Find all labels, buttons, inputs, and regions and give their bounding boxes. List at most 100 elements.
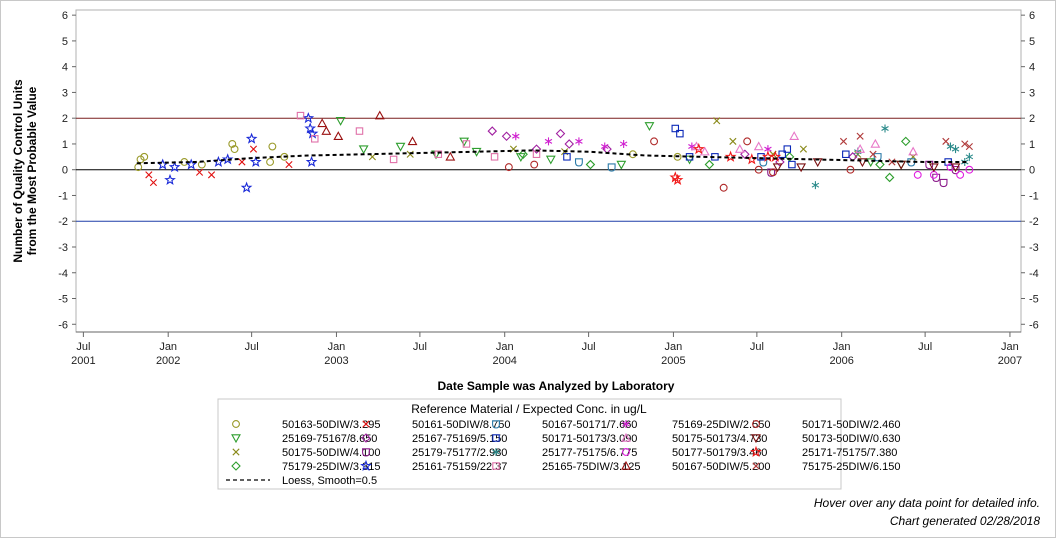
data-point[interactable]: 50161-50DIW/8.750: 2002-04-05, -0.2 xyxy=(207,171,216,179)
data-point[interactable]: 50177-50179/3.460: 2006-06-15, -0.2 xyxy=(913,170,922,179)
data-point[interactable]: 50171-50173/3.090: 2004-05-15, 0.5 xyxy=(563,153,571,161)
data-point[interactable]: 50161-50DIW/8.750: 2001-11-20, -0.2 xyxy=(145,171,153,179)
data-point[interactable]: 25167-75169/5.150: 2004-05-20, 1 xyxy=(564,139,575,149)
data-point[interactable]: 25161-75159/22.37: 2002-07-01, 1.2 xyxy=(245,132,258,144)
data-point[interactable]: 50167-50DIW/5.200: 2002-12-10, 1.5 xyxy=(321,125,332,135)
data-point[interactable]: 50175-50173/4.730: 2005-03-10, 0.7 xyxy=(699,146,710,156)
data-point[interactable]: 50167-50DIW/5.200: 2003-06-15, 1.1 xyxy=(407,136,418,146)
legend-marker[interactable] xyxy=(492,448,500,456)
data-point[interactable]: 25171-75175/7.380: 2005-01-05, -0.3 xyxy=(669,171,682,183)
data-point[interactable]: 50171-50173/3.090: 2006-01-10, 0.6 xyxy=(842,150,850,159)
data-point[interactable]: 50171-50DIW/2.460: 2005-04-20, -0.7 xyxy=(719,183,728,192)
data-point[interactable]: 25165-75DIW/3.125: 2002-11-15, 1.2 xyxy=(311,135,319,143)
data-point[interactable]: 50171-50DIW/2.460: 2005-08-05, -0.1 xyxy=(769,168,777,177)
data-point[interactable]: 50175-50DIW/4.100: 2005-05-10, 1.1 xyxy=(729,137,737,145)
data-point[interactable]: 50167-50DIW/5.200: 2003-09-05, 0.5 xyxy=(445,151,456,161)
data-point[interactable]: 50171-50173/3.090: 2005-09-05, 0.8 xyxy=(783,145,792,153)
data-point[interactable]: 25165-75DIW/3.125: 2003-08-10, 0.6 xyxy=(434,150,443,159)
data-point[interactable]: 50177-50179/3.460: 2006-07-20, -0.2 xyxy=(929,170,938,179)
data-points[interactable]: 50163-50DIW/3.295: 2001-10-28, 0.150163-… xyxy=(134,110,974,193)
data-point[interactable]: 25161-75159/22.37: 2002-11-08, 0.3 xyxy=(305,155,318,167)
legend-marker[interactable] xyxy=(622,448,630,456)
data-point[interactable]: 25179-75177/2.980: 2006-07-10, 0.2 xyxy=(925,160,934,170)
data-point[interactable]: 50175-50173/4.730: 2006-03-15, 1 xyxy=(870,138,881,148)
data-point[interactable]: 50175-50173/4.730: 2005-07-05, 0.9 xyxy=(753,141,764,151)
legend-marker[interactable] xyxy=(751,434,761,444)
data-point[interactable]: 50173-50DIW/0.630: 2006-07-20, 0.1 xyxy=(928,163,939,173)
data-point[interactable]: 50167-50DIW/5.200: 2002-12-01, 1.8 xyxy=(317,118,328,128)
data-point[interactable]: 50175-50173/4.730: 2005-09-20, 1.3 xyxy=(789,131,800,140)
data-point[interactable]: 50175-50DIW/4.100: 2003-06-10, 0.6 xyxy=(406,150,414,158)
data-point[interactable]: 75169-25DIW/2.550: 2004-01-25, 1.3 xyxy=(512,132,520,141)
data-point[interactable]: 50173-50DIW/0.630: 2006-09-05, 0.1 xyxy=(950,163,961,173)
data-point[interactable]: 25167-75169/5.150: 2004-03-10, 0.8 xyxy=(531,144,542,154)
data-point[interactable]: 50167-50DIW/5.200: 2003-04-05, 2.1 xyxy=(374,110,385,120)
data-point[interactable]: 50171-50DIW/2.460: 2004-11-20, 1.1 xyxy=(650,137,659,146)
data-point[interactable]: 50173-50DIW/0.630: 2006-02-15, 0.3 xyxy=(857,158,868,168)
data-point[interactable]: 75169-25DIW/2.550: 2004-06-10, 1.1 xyxy=(575,137,583,146)
data-point[interactable]: 25169-75167/8.650: 2004-04-10, 0.4 xyxy=(545,155,556,165)
data-point[interactable]: 25177-75175/6.775: 2006-04-05, 1.6 xyxy=(881,124,889,133)
data-point[interactable]: 25161-75159/22.37: 2001-12-20, 0.2 xyxy=(156,158,169,170)
data-point[interactable]: 25171-75175/7.380: 2005-02-25, 0.8 xyxy=(692,142,705,155)
data-point[interactable]: 75179-25DIW/3.315: 2004-07-05, 0.2 xyxy=(585,159,596,170)
data-point[interactable]: 75175-25DIW/6.150: 2006-08-15, 1.1 xyxy=(942,137,950,145)
legend-marker[interactable] xyxy=(752,420,760,428)
data-point[interactable]: 25161-75159/22.37: 2002-11-05, 1.6 xyxy=(304,122,317,134)
data-point[interactable]: 50161-50DIW/8.750: 2002-07-05, 0.8 xyxy=(249,145,258,153)
legend-marker[interactable] xyxy=(232,420,240,428)
data-point[interactable]: 50163-50DIW/3.295: 2005-01-10, 0.5 xyxy=(673,152,682,161)
data-point[interactable]: 25161-75159/22.37: 2002-06-20, -0.7 xyxy=(240,181,253,193)
legend-marker[interactable] xyxy=(231,461,241,471)
data-point[interactable]: 25177-75175/6.775: 2006-10-05, 0.5 xyxy=(965,152,974,161)
legend-marker[interactable] xyxy=(752,462,760,470)
data-point[interactable]: 75179-25DIW/3.315: 2005-03-20, 0.2 xyxy=(704,159,715,170)
legend-marker[interactable] xyxy=(361,433,371,443)
data-point[interactable]: 75169-25DIW/2.550: 2004-09-15, 1 xyxy=(619,139,628,148)
data-point[interactable]: 25179-75177/2.980: 2006-09-05, 0 xyxy=(951,165,960,175)
data-point[interactable]: 50175-50DIW/4.100: 2005-10-10, 0.8 xyxy=(799,145,808,153)
data-point[interactable]: 50171-50DIW/2.460: 2004-03-05, 0.2 xyxy=(530,160,539,169)
data-point[interactable]: 25167-75169/5.150: 2004-05-01, 1.4 xyxy=(555,128,566,139)
legend-marker[interactable] xyxy=(362,448,370,457)
data-point[interactable]: 25171-75175/7.380: 2005-01-10, -0.4 xyxy=(671,173,684,185)
data-point[interactable]: 25161-75159/22.37: 2002-11-01, 2 xyxy=(302,112,315,124)
data-point[interactable]: 50161-50DIW/8.750: 2001-11-30, -0.5 xyxy=(149,179,158,187)
data-point[interactable]: 75179-25DIW/3.315: 2006-03-25, 0.2 xyxy=(875,159,885,170)
data-point[interactable]: 50173-50DIW/0.630: 2005-10-05, 0.1 xyxy=(796,163,807,173)
legend-marker[interactable] xyxy=(492,434,500,442)
data-point[interactable]: 50175-50173/4.730: 2006-02-10, 0.8 xyxy=(855,143,866,153)
data-point[interactable]: 25169-75167/8.650: 2003-03-01, 0.8 xyxy=(358,145,369,155)
data-point[interactable]: 50167-50171/7.660: 2004-06-10, 0.3 xyxy=(574,158,583,167)
data-point[interactable]: 75175-25DIW/6.150: 2006-04-20, 0.3 xyxy=(888,158,896,166)
data-point[interactable]: 25165-75DIW/3.125: 2004-03-10, 0.6 xyxy=(532,150,541,159)
data-point[interactable]: 25179-75177/2.980: 2006-08-10, -0.5 xyxy=(939,178,948,188)
legend-marker[interactable] xyxy=(360,459,372,471)
data-point[interactable]: 25165-75DIW/3.125: 2003-02-20, 1.5 xyxy=(355,127,364,135)
data-point[interactable]: 50175-50173/4.730: 2006-06-05, 0.7 xyxy=(908,146,919,156)
data-point[interactable]: 25167-75169/5.150: 2003-12-05, 1.5 xyxy=(487,126,498,136)
data-point[interactable]: 25165-75DIW/3.125: 2002-10-15, 2.1 xyxy=(296,111,305,120)
data-point[interactable]: 50167-50171/7.660: 2006-03-20, 0.5 xyxy=(873,153,882,162)
data-point[interactable]: 50163-50DIW/3.295: 2002-05-25, 0.8 xyxy=(230,145,239,154)
data-point[interactable]: 75175-25DIW/6.150: 2006-10-05, 0.9 xyxy=(965,142,973,151)
data-point[interactable]: 75179-25DIW/3.315: 2006-04-15, -0.3 xyxy=(884,172,895,183)
data-point[interactable]: 50167-50171/7.660: 2005-07-15, 0.3 xyxy=(759,158,768,167)
data-point[interactable]: 50167-50171/7.660: 2004-08-20, 0.1 xyxy=(607,163,616,172)
data-point[interactable]: 25165-75DIW/3.125: 2003-05-05, 0.4 xyxy=(389,155,398,164)
data-point[interactable]: 25165-75DIW/3.125: 2003-12-10, 0.5 xyxy=(490,153,499,161)
data-point[interactable]: 25161-75159/22.37: 2002-01-15, 0.1 xyxy=(168,160,181,173)
data-point[interactable]: 50175-50173/4.730: 2005-05-25, 0.8 xyxy=(734,143,745,153)
data-point[interactable]: 25179-75177/2.980: 2006-07-25, -0.3 xyxy=(932,173,941,182)
data-point[interactable]: 25177-75175/6.775: 2005-11-05, -0.6 xyxy=(811,181,820,190)
data-point[interactable]: 75175-25DIW/6.150: 2006-09-25, 1 xyxy=(961,140,969,148)
data-point[interactable]: 25165-75DIW/3.125: 2003-10-10, 1 xyxy=(462,140,471,148)
data-point[interactable]: 75175-25DIW/6.150: 2006-02-10, 1.3 xyxy=(856,132,864,140)
data-point[interactable]: 50163-50DIW/3.295: 2002-08-15, 0.9 xyxy=(268,142,277,151)
data-point[interactable]: 25177-75175/6.775: 2006-09-05, 0.8 xyxy=(951,145,960,154)
data-point[interactable]: 50171-50173/3.090: 2005-01-15, 1.4 xyxy=(676,129,684,138)
legend-marker[interactable] xyxy=(492,462,500,470)
data-point[interactable]: 25161-75159/22.37: 2002-01-05, -0.4 xyxy=(164,173,176,185)
legend-marker[interactable] xyxy=(750,445,762,457)
legend-marker[interactable] xyxy=(232,448,240,456)
